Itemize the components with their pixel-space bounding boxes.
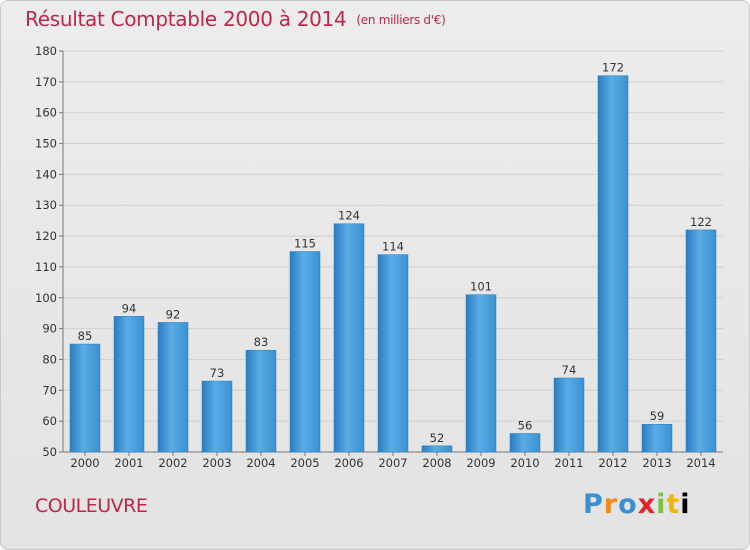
bar[interactable] (333, 223, 365, 453)
data-labels: 85 94 92 73 83 115 124 114 52 101 56 74 172 59 122 (78, 61, 712, 445)
data-label: 83 (254, 335, 269, 349)
bar[interactable] (69, 343, 101, 453)
data-label: 92 (166, 307, 181, 321)
proxiti-logo[interactable]: Proxiti (583, 489, 691, 520)
bar[interactable] (685, 229, 717, 453)
y-tick-label: 110 (35, 260, 57, 274)
x-tick-label: 2010 (510, 456, 539, 470)
y-tick-label: 120 (35, 229, 57, 243)
logo-letter: P (583, 489, 604, 520)
logo-letter: i (656, 489, 667, 520)
logo-letter: i (680, 489, 691, 520)
data-label: 122 (690, 215, 712, 229)
bar[interactable] (641, 423, 673, 453)
x-tick-label: 2008 (422, 456, 451, 470)
x-tick-label: 2004 (246, 456, 275, 470)
y-tick-label: 140 (35, 167, 57, 181)
bar[interactable] (201, 380, 233, 453)
bar[interactable] (421, 445, 453, 453)
data-label: 59 (650, 409, 665, 423)
bar[interactable] (465, 294, 497, 453)
logo-letter: o (618, 489, 638, 520)
chart-title: Résultat Comptable 2000 à 2014 (en millie… (25, 7, 446, 31)
y-tick-label: 170 (35, 75, 57, 89)
bar[interactable] (377, 254, 409, 453)
logo-letter: t (666, 489, 681, 520)
data-label: 101 (470, 280, 492, 294)
bars (69, 75, 717, 453)
x-tick-label: 2011 (554, 456, 583, 470)
data-label: 115 (294, 237, 316, 251)
x-tick-label: 2007 (378, 456, 407, 470)
data-label: 74 (562, 363, 577, 377)
x-tick-label: 2014 (686, 456, 715, 470)
data-label: 73 (210, 366, 225, 380)
y-tick-label: 80 (42, 352, 57, 366)
y-tick-label: 130 (35, 198, 57, 212)
bar[interactable] (289, 251, 321, 453)
x-tick-label: 2012 (598, 456, 627, 470)
y-tick-label: 90 (42, 322, 57, 336)
x-tick-label: 2000 (70, 456, 99, 470)
title-text: Résultat Comptable 2000 à 2014 (25, 7, 347, 31)
y-tick-label: 50 (42, 445, 57, 459)
data-label: 85 (78, 329, 93, 343)
y-tick-label: 180 (35, 44, 57, 58)
data-label: 114 (382, 240, 404, 254)
bar[interactable] (157, 322, 189, 453)
bar[interactable] (113, 316, 145, 453)
bar[interactable] (553, 377, 585, 453)
x-tick-label: 2013 (642, 456, 671, 470)
y-tick-label: 160 (35, 106, 57, 120)
data-label: 52 (430, 431, 445, 445)
y-tick-label: 100 (35, 291, 57, 305)
x-tick-label: 2009 (466, 456, 495, 470)
y-tick-label: 60 (42, 414, 57, 428)
x-tick-label: 2003 (202, 456, 231, 470)
commune-name: COULEUVRE (35, 495, 148, 517)
data-label: 94 (122, 301, 137, 315)
bar[interactable] (509, 433, 541, 453)
bar[interactable] (245, 349, 277, 453)
x-tick-label: 2005 (290, 456, 319, 470)
x-tick-label: 2002 (158, 456, 187, 470)
data-label: 172 (602, 61, 624, 75)
data-label: 56 (518, 418, 533, 432)
x-tick-label: 2006 (334, 456, 363, 470)
x-tick-label: 2001 (114, 456, 143, 470)
logo-letter: r (603, 489, 619, 520)
y-tick-label: 70 (42, 383, 57, 397)
chart-subtitle: (en milliers d'€) (356, 13, 446, 27)
y-tick-label: 150 (35, 137, 57, 151)
logo-letter: x (637, 489, 657, 520)
data-label: 124 (338, 209, 360, 223)
bar[interactable] (597, 75, 629, 453)
